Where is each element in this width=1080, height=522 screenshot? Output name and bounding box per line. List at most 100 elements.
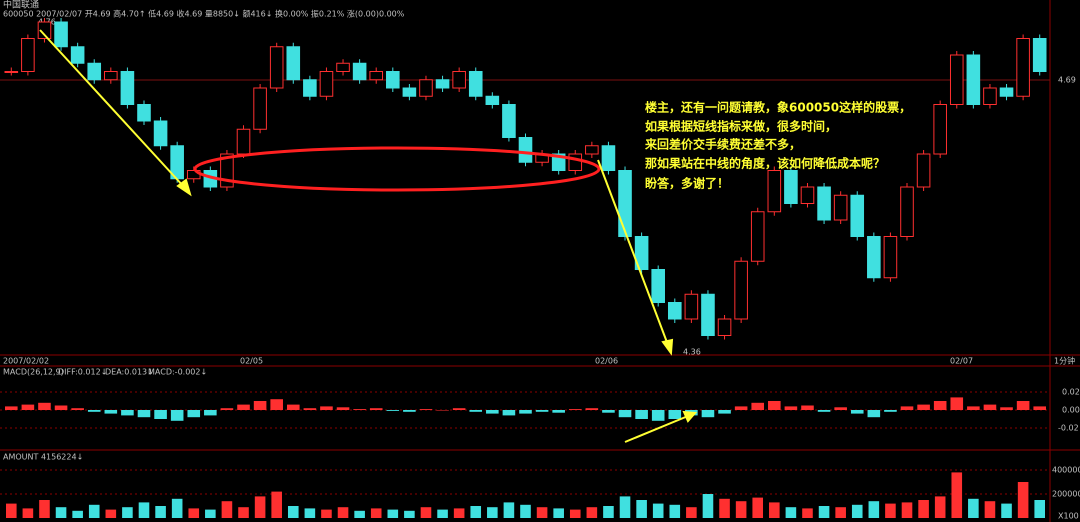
annotation-line: 楼主，还有一问题请教，象600050这样的股票，	[645, 100, 911, 115]
amount-bar	[951, 472, 963, 518]
macd-bar	[585, 408, 599, 410]
candle-body	[817, 186, 831, 221]
candle-body	[518, 137, 533, 163]
macd-bar	[668, 410, 682, 419]
candle-body	[1016, 38, 1030, 97]
candle-body	[684, 293, 699, 320]
amount-bar	[171, 498, 183, 518]
amount-bar	[22, 508, 34, 518]
candle-body	[54, 21, 68, 48]
candle-body	[236, 128, 251, 155]
macd-bar	[270, 399, 283, 410]
amount-bar	[603, 506, 614, 518]
candle-body	[104, 71, 118, 81]
amount-bar	[553, 508, 564, 518]
candle-body	[651, 269, 665, 303]
candle-body	[21, 38, 35, 72]
macd-bar	[253, 401, 267, 410]
candle-body	[883, 236, 898, 279]
macd-bar	[486, 410, 499, 414]
macd-dea: DEA:0.013↓	[105, 368, 154, 377]
macd-bar	[336, 407, 350, 410]
macd-axis-label: -0.02	[1058, 424, 1079, 433]
macd-bar	[320, 406, 333, 410]
amount-bar	[818, 506, 830, 518]
candle-body	[1032, 38, 1047, 72]
amount-bar	[122, 507, 133, 518]
macd-bar	[386, 410, 400, 411]
macd-bar	[967, 406, 980, 410]
amount-bar	[420, 507, 432, 518]
amount-bar	[337, 507, 349, 518]
date-label: 02/07	[950, 357, 973, 366]
macd-bar	[768, 401, 781, 410]
stock-name: 中国联通	[3, 0, 39, 11]
amount-bar	[354, 510, 365, 518]
macd-diff: DIFF:0.012↓	[58, 368, 107, 377]
amount-bar	[619, 496, 631, 518]
amount-bar	[221, 501, 233, 518]
candle-body	[900, 186, 914, 237]
amount-bar	[868, 501, 880, 518]
amount-bar	[752, 497, 764, 518]
macd-bar	[121, 410, 134, 416]
amount-bar	[686, 507, 697, 518]
amount-bar	[702, 494, 714, 518]
highlight-ellipse	[193, 146, 601, 192]
macd-bar	[452, 408, 466, 410]
macd-bar	[5, 406, 18, 410]
candle-body	[800, 186, 815, 204]
macd-bar	[303, 408, 317, 410]
macd-bar	[38, 402, 51, 410]
amount-bar	[470, 506, 482, 518]
macd-bar	[635, 410, 648, 419]
date-label: 02/05	[240, 357, 263, 366]
amount-bar	[304, 508, 316, 518]
amount-bar	[835, 507, 846, 518]
macd-bar	[950, 397, 964, 410]
candle-body	[767, 170, 782, 213]
candle-body	[750, 211, 765, 262]
macd-bar	[104, 410, 118, 414]
candle-body	[717, 318, 732, 336]
candle-body	[933, 104, 947, 155]
macd-bar	[502, 410, 516, 416]
period-label: 1分钟	[1054, 356, 1075, 366]
amount-bar	[1034, 500, 1045, 518]
annotation-line: 如果根据短线指标来做，很多时间，	[645, 119, 837, 134]
candle-body	[568, 153, 583, 171]
candle-body	[585, 145, 599, 155]
annotation-line: 那如果站在中线的角度，该如何降低成本呢？	[645, 156, 885, 171]
date-label: 2007/02/02	[3, 357, 49, 366]
candle-body	[336, 62, 350, 72]
amount-axis-label: X100	[1058, 512, 1079, 521]
macd-bar	[220, 408, 234, 410]
candle-body	[435, 79, 450, 89]
macd-bar	[602, 410, 615, 413]
candle-body	[286, 46, 301, 81]
macd-bar	[801, 405, 814, 410]
quote-info: 600050 2007/02/07 开4.69 高4.70↑ 低4.69 收4.…	[3, 9, 405, 19]
amount-bar	[72, 510, 83, 518]
macd-bar	[917, 404, 930, 410]
candle-body	[37, 21, 52, 39]
amount-bar	[105, 509, 117, 518]
amount-bar	[934, 496, 946, 518]
amount-bar	[88, 504, 100, 518]
amount-bar	[652, 503, 664, 518]
amount-bar	[918, 500, 929, 518]
amount-bar	[968, 498, 979, 518]
amount-bar	[287, 506, 299, 518]
amount-bar	[569, 509, 581, 518]
candle-body	[618, 170, 632, 237]
amount-bar	[271, 491, 282, 518]
macd-bar	[651, 410, 665, 421]
macd-bar	[568, 409, 582, 410]
macd-bar	[1000, 407, 1013, 410]
amount-bar	[254, 496, 266, 518]
candle-body	[833, 194, 848, 221]
macd-bar	[701, 410, 715, 418]
arrows	[39, 29, 698, 443]
macd-bar	[552, 410, 565, 413]
